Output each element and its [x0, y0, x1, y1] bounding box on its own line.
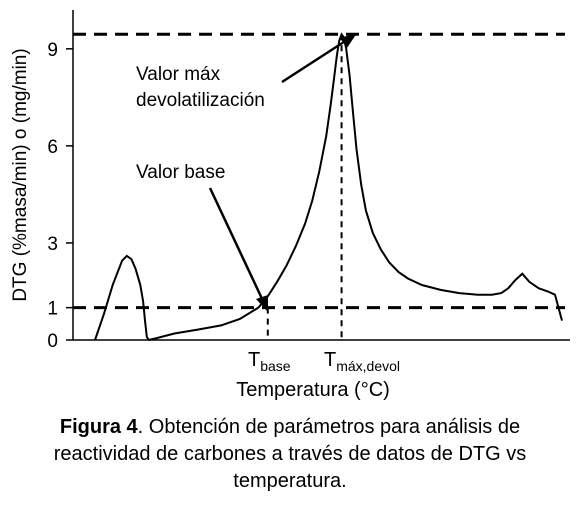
dtg-main-curve-line	[148, 32, 563, 341]
y-ticks: 0 1 3 6 9	[47, 40, 73, 352]
y-tick-label: 0	[47, 331, 58, 352]
dtg-chart: 0 1 3 6 9 DTG (%masa/min) o (mg/min) Tempera…	[10, 10, 570, 401]
annotation-max-line2: devolatilización	[136, 90, 265, 111]
caption-figure-number: Figura 4	[59, 416, 138, 438]
t-base-label: Tbase	[248, 349, 291, 374]
annotation-base-arrowhead	[256, 295, 268, 312]
annotation-base-label: Valor base	[136, 162, 225, 183]
caption-text: . Obtención de parámetros para análisis …	[53, 416, 527, 492]
t-max-label: Tmáx,devol	[324, 349, 400, 374]
annotation-base-arrow	[208, 187, 266, 304]
annotation-max-arrowhead	[340, 33, 357, 48]
y-tick-label: 6	[47, 137, 58, 158]
annotation-max-line1: Valor máx	[136, 64, 221, 85]
annotation-max-arrow	[281, 36, 351, 84]
y-tick-label: 1	[47, 299, 58, 320]
y-tick-label: 9	[47, 40, 58, 61]
y-axis-label: DTG (%masa/min) o (mg/min)	[10, 48, 31, 301]
dtg-initial-peak-line	[94, 254, 150, 341]
y-tick-label: 3	[47, 234, 58, 255]
x-axis-label: Temperatura (°C)	[236, 379, 390, 401]
figure-caption: Figura 4. Obtención de parámetros para a…	[10, 414, 570, 495]
